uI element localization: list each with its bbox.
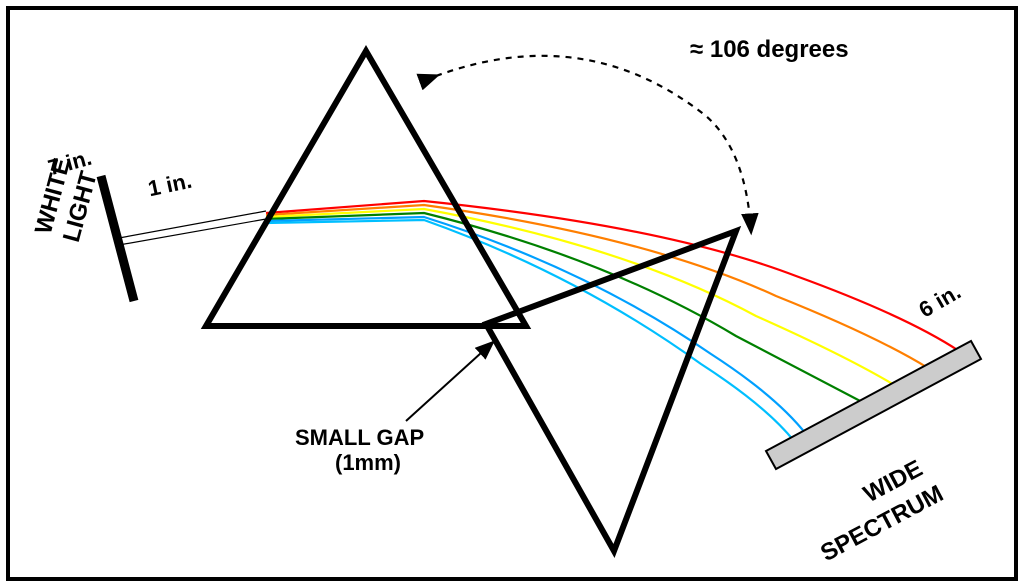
ray-yellow	[266, 209, 896, 386]
incoming-ray-top	[119, 211, 266, 238]
prism-1	[206, 51, 526, 326]
label-gap2: (1mm)	[335, 450, 401, 476]
spectrum-screen	[766, 341, 981, 469]
prism-2	[486, 231, 736, 551]
slit-bar	[101, 176, 134, 301]
label-gap1: SMALL GAP	[295, 425, 424, 451]
gap-arrow	[406, 343, 492, 421]
label-angle: ≈ 106 degrees	[690, 36, 849, 64]
incoming-ray-bottom	[119, 219, 266, 245]
angle-arc	[436, 56, 751, 231]
